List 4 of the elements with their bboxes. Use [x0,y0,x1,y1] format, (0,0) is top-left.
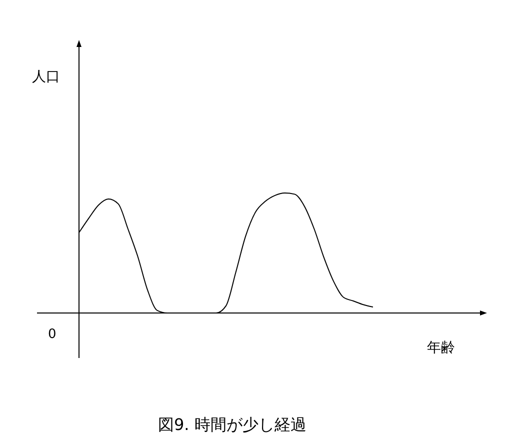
x-axis-title: 年齢 [427,340,455,356]
text: 図9. 時間が少し経過 [158,415,306,434]
text: 0 [48,327,56,342]
text: 人口 [32,69,60,85]
